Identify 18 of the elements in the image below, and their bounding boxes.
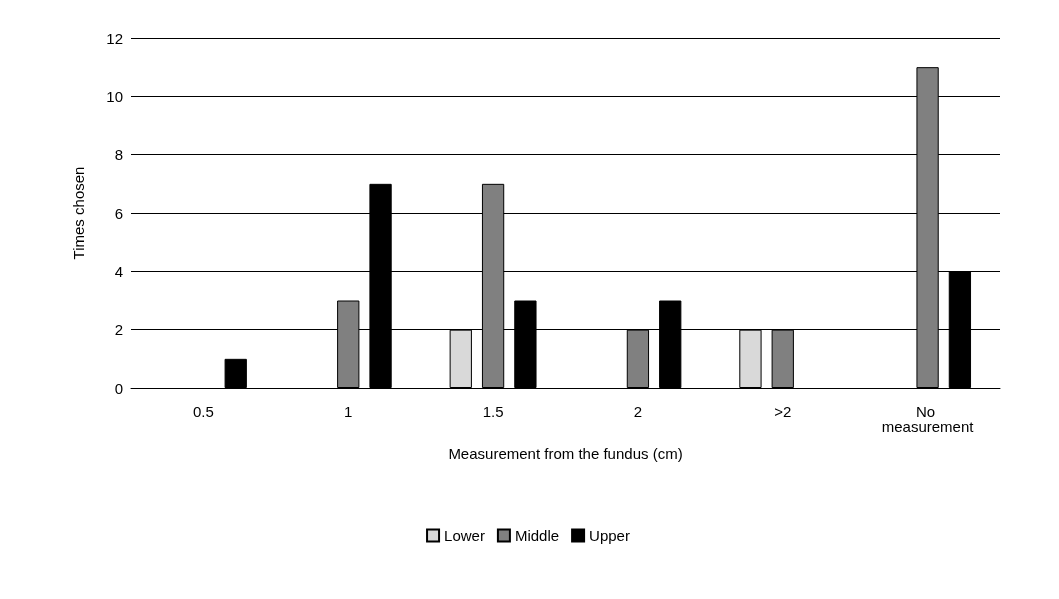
x-tick-label: 0.5 <box>192 403 214 420</box>
y-tick-label: 2 <box>114 321 123 339</box>
y-tick-label: 10 <box>106 87 123 105</box>
x-tick-label: 1 <box>344 403 353 420</box>
x-axis-title: Measurement from the fundus (cm) <box>448 445 683 462</box>
y-tick-label: 0 <box>114 379 123 397</box>
legend-label: Middle <box>514 527 560 544</box>
x-tick-label: No measurement <box>881 403 975 435</box>
y-tick-label: 12 <box>106 29 123 47</box>
x-tick-label: 1.5 <box>482 403 504 420</box>
x-tick-label: >2 <box>774 403 792 420</box>
y-tick-label: 8 <box>114 146 123 164</box>
legend-label: Upper <box>589 527 630 544</box>
y-axis-title: Times chosen <box>70 166 87 260</box>
y-tick-label: 4 <box>114 262 123 280</box>
x-tick-label: 2 <box>633 403 643 420</box>
y-tick-label: 6 <box>114 204 123 222</box>
legend-label: Lower <box>444 527 485 544</box>
